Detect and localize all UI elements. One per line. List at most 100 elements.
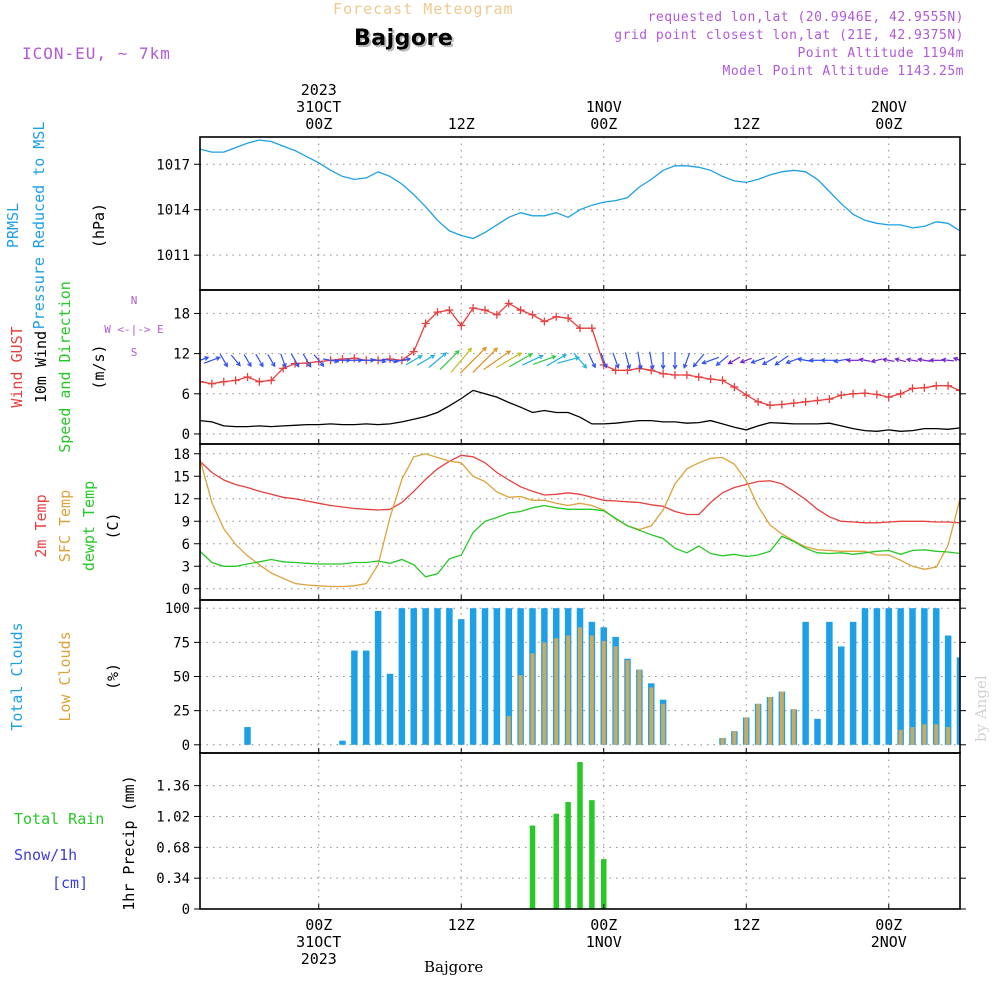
bar (481, 608, 489, 745)
gust-marker (884, 393, 893, 402)
panel-label: PRMSL (4, 203, 22, 248)
bottom-time-label: 00Z (875, 916, 902, 934)
gust-marker (552, 312, 561, 321)
gust-marker (516, 306, 525, 315)
series-2m-temp (200, 454, 960, 524)
wind-arrow (895, 358, 906, 363)
wind-arrow (483, 350, 511, 371)
top-time-label: 00Z (590, 115, 617, 133)
wind-arrow-head (894, 357, 900, 363)
wind-arrow (600, 352, 607, 368)
top-time-labels: 202331OCT00Z12Z1NOV00Z12Z2NOV00Z12Z (296, 81, 907, 133)
panel-label: 1hr Precip (mm) (120, 775, 138, 910)
bar (339, 740, 346, 745)
bar (898, 729, 903, 745)
wind-arrow-head (808, 357, 814, 363)
bottom-time-label: 2023 (301, 950, 337, 968)
panel-precip: 0 0.34 0.68 1.02 1.36 Total Rain Snow/1h [cm] 1h… (14, 752, 966, 918)
panel-label: (hPa) (90, 203, 108, 248)
panel-frame (199, 752, 961, 910)
bar (613, 646, 618, 745)
y-tick-label: 0 (182, 738, 190, 754)
y-tick-label: 0 (182, 582, 190, 598)
gust-marker (243, 373, 252, 382)
wind-arrow-head (517, 352, 523, 357)
wind-arrow (459, 347, 487, 374)
panel-clouds-labels: Total Clouds Low Clouds (%) (8, 622, 122, 730)
y-tick-label: 0.68 (156, 840, 190, 856)
wind-arrow-head (682, 363, 688, 369)
wind-arrow-head (614, 363, 620, 369)
wind-arrow (522, 355, 543, 366)
gust-marker (908, 384, 917, 393)
wind-arrow-head (247, 362, 252, 368)
y-tick-label: 6 (182, 387, 190, 403)
wind-arrow-head (649, 364, 655, 371)
y-tick-label: 0.34 (156, 871, 190, 887)
credit-watermark: by Angel (966, 650, 1000, 750)
bar (577, 762, 583, 909)
wind-arrow-head (527, 353, 533, 358)
panel-label: dewpt Temp (80, 481, 98, 571)
gust-marker (279, 364, 288, 373)
gust-marker (409, 347, 418, 356)
bar (505, 608, 512, 745)
gust-marker (457, 321, 466, 330)
wind-arrow-head (870, 358, 876, 364)
bar (589, 800, 595, 909)
gust-marker (481, 306, 489, 315)
panel-label: Low Clouds (56, 631, 74, 721)
wind-arrow-head (442, 352, 448, 358)
wind-arrow (834, 358, 849, 363)
bar (909, 608, 916, 745)
wind-arrow-head (692, 362, 698, 368)
wind-arrow-head (306, 362, 312, 368)
panel-label: 10m Wind (32, 331, 50, 403)
panel-pressure: 1011 1014 1017 PRMSL Pressure Reduced to MSL… (4, 122, 966, 330)
wind-arrow-head (637, 364, 643, 371)
top-time-label: 2023 (301, 81, 337, 99)
gust-marker (219, 377, 228, 386)
wind-arrow-head (430, 354, 436, 360)
wind-arrow (953, 357, 960, 361)
y-tick-label: 75 (173, 635, 190, 651)
wind-arrow (751, 357, 765, 364)
gust-marker (718, 376, 727, 385)
panel-temp: 0 3 6 9 12 15 18 2m Temp SFC Temp dewpt Temp (C) (32, 443, 966, 601)
panel-precip-labels: Total Rain Snow/1h [cm] 1hr Precip (mm) (14, 775, 138, 910)
series-sfc-temp (200, 453, 960, 588)
y-tick-label: 1017 (156, 157, 190, 173)
panel-label: (m/s) (90, 344, 108, 389)
wind-arrow (267, 354, 276, 367)
bar (826, 621, 833, 745)
wind-arrow (290, 353, 300, 367)
bar (351, 650, 358, 745)
wind-arrow (624, 352, 631, 369)
y-tick-label: 1011 (156, 248, 190, 264)
wind-arrow-head (761, 360, 768, 365)
wind-arrow-head (928, 357, 934, 363)
wind-arrow-head (204, 356, 210, 361)
gust-marker (956, 386, 960, 395)
gust-marker (980, 396, 988, 404)
bar (469, 608, 477, 745)
gust-marker (576, 324, 584, 333)
bar (802, 621, 809, 745)
gust-marker (754, 397, 763, 406)
y-tick-label: 1.02 (156, 809, 190, 825)
panel-label: Pressure Reduced to MSL (30, 122, 48, 330)
gust-marker (386, 354, 394, 363)
model-point-altitude: Model Point Altitude 1143.25m (722, 64, 964, 79)
gust-marker (504, 299, 513, 308)
bar (565, 801, 571, 909)
gust-marker (492, 310, 501, 319)
wind-arrow-head (701, 359, 707, 365)
wind-arrow (243, 354, 252, 367)
wind-arrow (405, 355, 422, 366)
wind-arrow-head (223, 362, 228, 368)
bar (374, 610, 382, 745)
wind-arrow-head (858, 357, 864, 363)
panel-clouds: 0 25 50 75 100 Total Clouds Low Clouds (%) (8, 599, 966, 754)
panel-label: SFC Temp (56, 490, 74, 562)
